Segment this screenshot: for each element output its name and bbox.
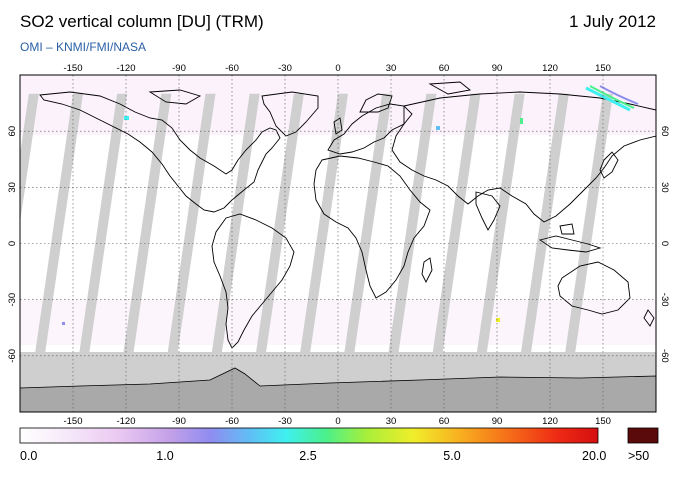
colorbar-label-5: >50 xyxy=(628,449,650,463)
colorbar-label-3: 5.0 xyxy=(443,449,461,463)
lon-tick-label: 90 xyxy=(492,416,503,427)
lon-tick-label: 120 xyxy=(542,63,558,74)
lat-tick-label: 0 xyxy=(659,241,670,246)
no-data-swath xyxy=(387,93,437,360)
lon-tick-label: -150 xyxy=(63,63,82,74)
lat-tick-label: 60 xyxy=(659,126,670,137)
credit-label: OMI – KNMI/FMI/NASA xyxy=(20,40,147,54)
lon-tick-label: 60 xyxy=(439,63,450,74)
lon-tick-label: -60 xyxy=(225,63,239,74)
colorbar-overflow-swatch xyxy=(627,427,659,444)
lon-tick-label: 0 xyxy=(335,63,340,74)
coastlines xyxy=(39,81,656,349)
lat-tick-label: 30 xyxy=(659,182,670,193)
lat-ticks-left: 60 30 0 -30 -60 xyxy=(7,126,18,363)
colorbar-label-4: 20.0 xyxy=(582,449,607,463)
lat-tick-label: 30 xyxy=(7,182,18,193)
lon-tick-label: -120 xyxy=(116,63,135,74)
colorbar-label-1: 1.0 xyxy=(156,449,174,463)
date-label: 1 July 2012 xyxy=(569,12,656,31)
lon-tick-label: 120 xyxy=(542,416,558,427)
no-data-swath xyxy=(564,93,613,360)
no-data-swath xyxy=(343,93,393,360)
lon-ticks-bottom: -150 -120 -90 -60 -30 0 30 60 90 120 150 xyxy=(63,416,610,427)
lon-tick-label: 90 xyxy=(492,63,503,74)
lon-tick-label: 0 xyxy=(335,416,340,427)
lon-tick-label: 60 xyxy=(439,416,450,427)
no-data-swath xyxy=(210,93,260,360)
lon-tick-label: -60 xyxy=(225,416,239,427)
lon-ticks-top: -150 -120 -90 -60 -30 0 30 60 90 120 150 xyxy=(63,63,610,74)
no-data-swath xyxy=(254,93,304,360)
no-data-swaths xyxy=(20,93,613,360)
lat-tick-label: -60 xyxy=(7,349,18,363)
lon-tick-label: 150 xyxy=(595,63,611,74)
colorbar-label-2: 2.5 xyxy=(299,449,317,463)
lon-tick-label: -90 xyxy=(172,63,186,74)
lat-tick-label: -30 xyxy=(7,293,18,307)
lat-tick-label: 60 xyxy=(7,126,18,137)
lon-tick-label: -150 xyxy=(63,416,82,427)
no-data-swath xyxy=(20,93,39,223)
no-data-swath xyxy=(299,93,348,360)
lat-tick-label: 0 xyxy=(7,241,18,246)
lon-tick-label: -30 xyxy=(278,63,292,74)
southern-noise xyxy=(20,300,656,345)
lon-tick-label: 30 xyxy=(386,416,397,427)
no-data-swath xyxy=(431,93,481,360)
graticule xyxy=(20,75,656,412)
lat-ticks-right: 60 30 0 -30 -60 xyxy=(659,126,670,363)
no-data-swath xyxy=(475,93,525,360)
lon-tick-label: -90 xyxy=(172,416,186,427)
no-data-swath xyxy=(34,93,83,360)
map-frame xyxy=(19,74,657,413)
lon-tick-label: -30 xyxy=(278,416,292,427)
no-data-swath xyxy=(78,93,128,360)
lon-tick-label: 150 xyxy=(595,416,611,427)
colorbar-label-0: 0.0 xyxy=(20,449,38,463)
lon-tick-label: 30 xyxy=(386,63,397,74)
map-title: SO2 vertical column [DU] (TRM) xyxy=(20,12,264,31)
lat-tick-label: -60 xyxy=(659,349,670,363)
lat-tick-label: -30 xyxy=(659,293,670,307)
lon-tick-label: -120 xyxy=(116,416,135,427)
colorbar xyxy=(19,427,599,444)
no-data-swath xyxy=(519,93,569,360)
